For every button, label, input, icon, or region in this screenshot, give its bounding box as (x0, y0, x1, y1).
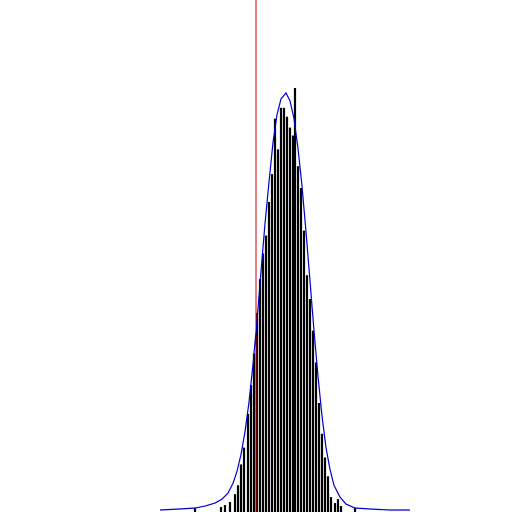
histogram-bar (273, 118, 277, 512)
histogram-bar (258, 279, 262, 512)
histogram-bar (279, 107, 283, 512)
histogram-bar (228, 502, 232, 512)
histogram-bar (282, 107, 286, 512)
histogram-bar (305, 275, 309, 512)
histogram-bar (320, 433, 324, 512)
histogram-bar (270, 174, 274, 512)
histogram-bar (255, 312, 259, 512)
density-curve (159, 91, 410, 511)
histogram-bar (239, 464, 243, 512)
histogram-bar (308, 298, 312, 512)
histogram-bar (317, 403, 321, 512)
histogram-bar (288, 127, 292, 512)
histogram-bar (296, 166, 300, 512)
histogram-bar (302, 230, 306, 512)
histogram-bar (323, 457, 327, 512)
histogram-bar (329, 497, 333, 512)
histogram-bar (276, 149, 280, 512)
histogram-bar (293, 87, 297, 512)
histogram-bar (339, 506, 343, 512)
histogram-bar (219, 507, 223, 512)
histogram-bar (233, 494, 237, 512)
histogram-bar (261, 253, 265, 512)
histogram-bar (291, 135, 295, 512)
histogram-bar (353, 508, 357, 512)
histogram-bar (223, 505, 227, 512)
histogram-bar (193, 508, 197, 512)
histogram-bar (264, 235, 268, 512)
histogram-bar (314, 362, 318, 512)
histogram-bar (326, 476, 330, 512)
histogram-bar (285, 116, 289, 512)
histogram-bar (336, 499, 340, 512)
histogram-bar (311, 330, 315, 512)
histogram-bar (246, 413, 250, 512)
histogram-bar (333, 503, 337, 512)
histogram-bar (242, 447, 246, 512)
histogram-bar (236, 485, 240, 512)
histogram-bar (267, 201, 271, 512)
histogram-bar (252, 353, 256, 512)
histogram-bars (193, 87, 357, 512)
histogram-bar (299, 188, 303, 512)
histogram-bar (249, 385, 253, 512)
